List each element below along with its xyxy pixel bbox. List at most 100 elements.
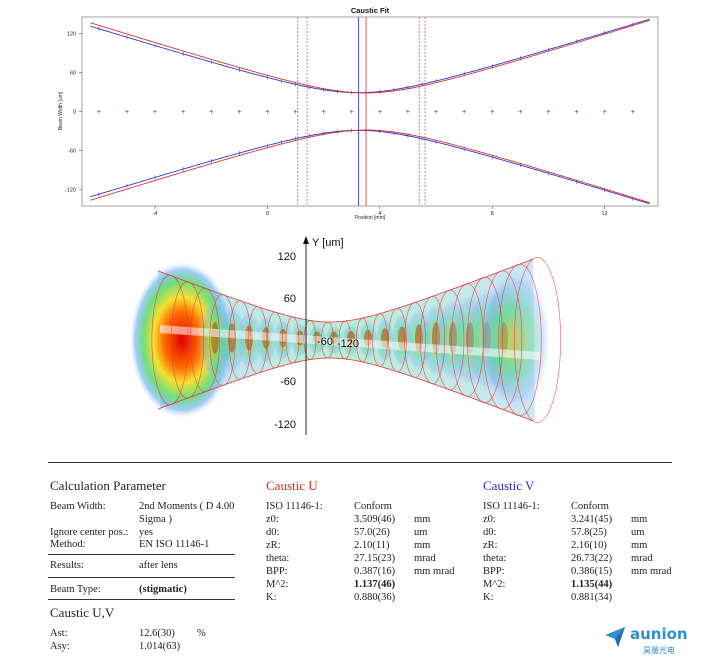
intensity-end <box>479 268 551 412</box>
param-unit: um <box>414 527 428 538</box>
param-value: 0.881(34) <box>571 592 613 603</box>
beam-y-axis: Y [um] 120 60 -60 -120 -60 -120 <box>274 236 359 435</box>
x-tick-label: 8 <box>491 211 494 217</box>
ast-label: Ast: <box>50 628 68 639</box>
zero-marker: + <box>209 109 214 116</box>
param-value: Conform <box>354 501 392 512</box>
beam-envelope <box>130 259 551 422</box>
results-label: Results: <box>50 560 84 571</box>
param-label: ISO 11146-1: <box>483 501 540 512</box>
y-axis-label: Beam Width [um] <box>58 91 64 130</box>
fit-curve-lower-0 <box>90 129 650 205</box>
param-label: ISO 11146-1: <box>266 501 323 512</box>
results-report: Calculation Parameter Beam Width: 2nd Mo… <box>48 458 672 658</box>
beam-axis-highlight <box>160 325 540 360</box>
axis-tick-label: 60 <box>284 293 296 305</box>
param-label: BPP: <box>483 566 505 577</box>
zero-marker: + <box>518 109 523 116</box>
param-unit: mm <box>631 514 648 525</box>
caustic-rings <box>151 257 561 423</box>
rule-1 <box>48 554 235 555</box>
param-label: K: <box>266 592 277 603</box>
method-value: EN ISO 11146-1 <box>139 539 210 550</box>
zero-marker: + <box>630 109 635 116</box>
param-unit: mm <box>414 540 431 551</box>
y-axis: 120 60 0 -60 -120 <box>65 31 82 194</box>
rule-3 <box>48 599 235 600</box>
zero-marker: + <box>153 109 158 116</box>
param-unit: mrad <box>414 553 436 564</box>
envelope-top <box>157 258 534 323</box>
zero-marker: + <box>434 109 439 116</box>
fit-curves: + + + + + + + + + + + + + + + + + + + + <box>90 17 650 206</box>
caustic-uv-title: Caustic U,V <box>50 605 115 620</box>
rule-2 <box>48 577 235 578</box>
param-unit: um <box>631 527 645 538</box>
zero-marker: + <box>602 109 607 116</box>
zero-marker: + <box>124 109 129 116</box>
x-tick-label: 4 <box>378 211 381 217</box>
y-tick-label: 120 <box>67 31 76 37</box>
param-value: 3.509(46) <box>354 514 396 525</box>
param-value: 1.135(44) <box>571 579 613 590</box>
intensity-hotspot <box>130 262 234 418</box>
param-value: 3.241(45) <box>571 514 613 525</box>
y-axis-arrow-icon <box>303 236 309 244</box>
param-value: Conform <box>571 501 609 512</box>
x-tick-label: 0 <box>266 211 269 217</box>
fit-curve-upper-1 <box>90 19 650 94</box>
y-tick-label: -60 <box>68 149 76 155</box>
caustic-u-title: Caustic U <box>266 478 318 493</box>
beam-width-value: 2nd Moments ( D 4.00 <box>139 501 235 512</box>
zero-marker: + <box>574 109 579 116</box>
zero-marker: + <box>181 109 186 116</box>
param-unit: mm <box>631 540 648 551</box>
ast-value: 12.6(30) <box>139 628 175 639</box>
zero-marker: + <box>293 109 298 116</box>
ignore-center-label: Ignore center pos.: <box>50 527 129 538</box>
param-unit: mm mrad <box>414 566 455 577</box>
param-label: M^2: <box>266 579 289 590</box>
param-label: z0: <box>266 514 279 525</box>
aunion-logo: aunion 昊量光电 <box>605 625 688 655</box>
logo-mark-accent <box>615 627 625 647</box>
param-label: z0: <box>483 514 496 525</box>
param-value: 0.386(15) <box>571 566 613 577</box>
param-value: 0.880(36) <box>354 592 396 603</box>
param-value: 2.10(11) <box>354 540 390 551</box>
param-label: theta: <box>266 553 290 564</box>
beam-type-label: Beam Type: <box>50 584 101 595</box>
axis-tick-label: -120 <box>274 419 296 431</box>
chart-title: Caustic Fit <box>351 6 390 15</box>
param-value: 26.73(22) <box>571 553 613 564</box>
zero-marker: + <box>377 109 382 116</box>
method-label: Method: <box>50 539 86 550</box>
x-axis: -4 0 4 8 12 <box>153 206 608 217</box>
y-axis-title: Y [um] <box>312 237 344 249</box>
param-unit: mrad <box>631 553 653 564</box>
ignore-center-value: yes <box>139 527 153 538</box>
param-label: K: <box>483 592 494 603</box>
param-value: 1.137(46) <box>354 579 396 590</box>
axis-tick-label: 120 <box>278 251 296 263</box>
zero-marker: + <box>546 109 551 116</box>
param-label: zR: <box>266 540 281 551</box>
caustic-v-title: Caustic V <box>483 478 535 493</box>
param-unit: mm mrad <box>631 566 672 577</box>
y-tick-label: -120 <box>65 188 76 194</box>
logo-subtext: 昊量光电 <box>643 645 675 655</box>
logo-text: aunion <box>630 625 688 643</box>
asy-value: 1.014(63) <box>139 641 181 652</box>
caustic-3d-view: Y [um] 120 60 -60 -120 -60 -120 <box>130 236 561 435</box>
y-tick-label: 0 <box>73 110 76 116</box>
param-unit: mm <box>414 514 431 525</box>
zero-marker: + <box>237 109 242 116</box>
fit-curve-lower-1 <box>90 129 650 204</box>
beam-width-value-2: Sigma ) <box>139 514 172 525</box>
logo-mark-icon <box>605 627 625 647</box>
param-label: BPP: <box>266 566 288 577</box>
x-tick-label: -4 <box>153 211 158 217</box>
calc-param-title: Calculation Parameter <box>50 478 166 493</box>
plot-area <box>81 16 659 207</box>
